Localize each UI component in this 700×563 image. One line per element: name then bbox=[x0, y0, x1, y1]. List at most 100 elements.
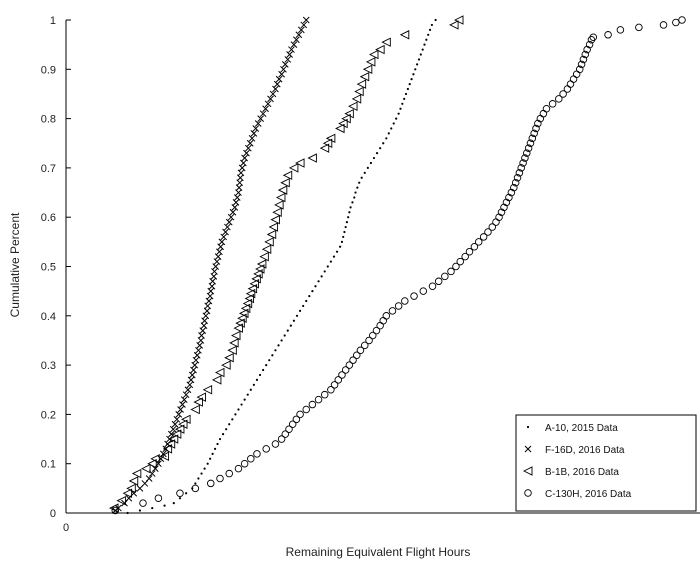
data-point bbox=[244, 293, 255, 304]
data-point bbox=[369, 161, 373, 165]
data-point bbox=[251, 274, 261, 284]
data-point bbox=[252, 383, 255, 386]
data-point bbox=[317, 280, 320, 283]
data-point bbox=[495, 213, 503, 221]
data-point bbox=[296, 410, 304, 419]
data-point bbox=[262, 368, 265, 372]
data-point bbox=[428, 282, 437, 290]
data-point bbox=[319, 143, 330, 153]
data-point bbox=[510, 183, 518, 192]
legend-label: C-130H, 2016 Data bbox=[545, 489, 632, 500]
data-point bbox=[247, 455, 255, 463]
data-point bbox=[239, 308, 249, 319]
y-tick-label: 0.1 bbox=[41, 459, 56, 471]
data-point bbox=[311, 290, 314, 293]
data-point bbox=[224, 352, 234, 363]
data-point bbox=[252, 125, 260, 132]
y-tick-label: 0.6 bbox=[41, 212, 56, 224]
data-point bbox=[362, 64, 373, 75]
data-point bbox=[297, 26, 305, 34]
data-point bbox=[425, 38, 428, 41]
data-point bbox=[428, 28, 432, 31]
data-point bbox=[295, 314, 299, 317]
data-point bbox=[174, 424, 185, 434]
data-point bbox=[221, 433, 225, 436]
legend-marker-f-16d bbox=[524, 445, 532, 453]
data-point bbox=[240, 159, 247, 167]
data-point bbox=[154, 494, 163, 502]
data-point bbox=[577, 60, 586, 69]
data-point bbox=[211, 268, 218, 275]
data-point bbox=[308, 294, 311, 298]
data-point bbox=[277, 435, 286, 443]
data-point bbox=[434, 18, 437, 22]
data-point bbox=[394, 302, 403, 310]
data-point bbox=[348, 101, 358, 112]
data-point bbox=[345, 361, 354, 369]
data-point bbox=[449, 20, 459, 30]
data-point bbox=[465, 247, 474, 256]
data-point bbox=[234, 464, 243, 473]
data-point bbox=[253, 269, 263, 279]
data-point bbox=[225, 428, 228, 431]
data-point bbox=[254, 120, 262, 127]
data-point bbox=[320, 275, 323, 278]
data-point bbox=[288, 420, 297, 429]
data-point bbox=[365, 57, 376, 67]
data-point bbox=[122, 488, 133, 499]
data-point bbox=[138, 509, 142, 512]
data-point bbox=[361, 341, 369, 350]
data-point bbox=[266, 229, 277, 240]
legend-marker-c-130h bbox=[524, 489, 532, 497]
data-point bbox=[345, 221, 348, 224]
data-point bbox=[548, 100, 557, 108]
data-point bbox=[157, 455, 165, 463]
data-point bbox=[339, 245, 342, 248]
data-point bbox=[237, 169, 245, 177]
legend-marker-b-1b bbox=[522, 466, 533, 476]
series-f-16d bbox=[111, 16, 310, 514]
data-point bbox=[151, 506, 154, 510]
data-point bbox=[555, 95, 563, 103]
data-point bbox=[197, 477, 200, 480]
data-point bbox=[353, 196, 356, 199]
data-point bbox=[273, 80, 281, 88]
data-point bbox=[265, 364, 268, 367]
data-point bbox=[116, 495, 126, 506]
data-point bbox=[379, 147, 382, 150]
data-point bbox=[202, 385, 213, 395]
data-point bbox=[332, 255, 336, 258]
data-point bbox=[399, 107, 402, 110]
data-point bbox=[382, 142, 385, 145]
data-point bbox=[250, 130, 258, 137]
data-point bbox=[354, 86, 364, 97]
data-point bbox=[461, 252, 469, 261]
data-point bbox=[356, 79, 367, 89]
plot-area: 0 0.1 0.2 0.3 0.4 0.5 0.6 0.7 0.8 0.9 1 0 bbox=[41, 15, 700, 534]
data-point bbox=[404, 92, 408, 96]
series-b-1b bbox=[109, 15, 464, 513]
data-point bbox=[280, 177, 290, 188]
data-point bbox=[214, 253, 222, 260]
data-point bbox=[242, 298, 253, 309]
data-point bbox=[207, 479, 215, 488]
data-point bbox=[171, 429, 182, 439]
legend: A-10, 2015 Data F-16D, 2016 Data B-1B, 201… bbox=[515, 414, 697, 512]
data-point bbox=[198, 332, 205, 339]
data-point bbox=[341, 366, 350, 374]
data-point bbox=[635, 23, 643, 32]
data-point bbox=[253, 450, 261, 458]
data-point bbox=[322, 138, 333, 148]
data-point bbox=[233, 323, 243, 333]
data-point bbox=[190, 366, 197, 374]
data-point bbox=[217, 243, 224, 251]
data-point bbox=[368, 49, 379, 60]
data-point bbox=[173, 415, 181, 423]
data-point bbox=[441, 272, 449, 281]
data-point bbox=[180, 396, 188, 403]
data-point bbox=[249, 388, 252, 391]
data-point bbox=[307, 153, 317, 163]
data-point bbox=[280, 65, 287, 73]
data-point bbox=[228, 423, 231, 426]
data-point bbox=[288, 163, 299, 173]
